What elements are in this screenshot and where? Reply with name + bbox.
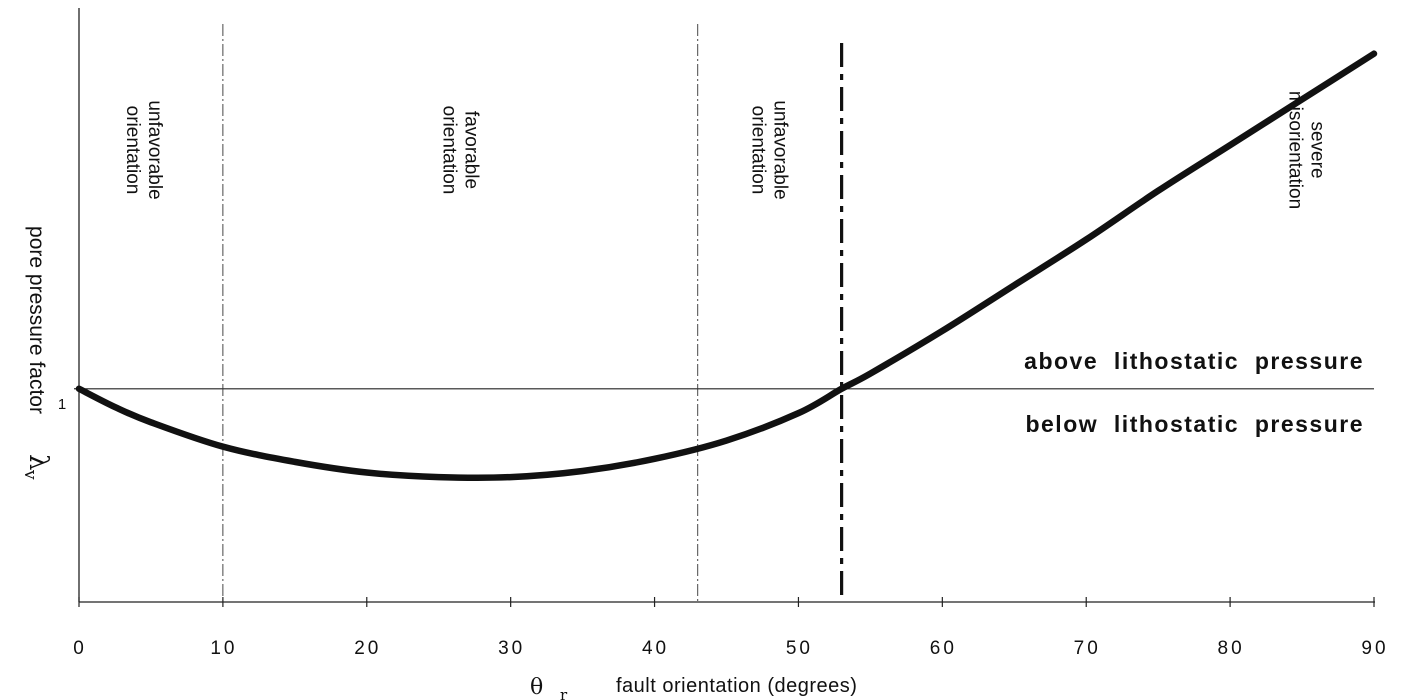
- x-tick-label-2: 20: [354, 638, 381, 659]
- x-tick-label-9: 90: [1361, 638, 1388, 659]
- x-axis-symbol-sub: r: [560, 686, 568, 700]
- x-tick-label-5: 50: [786, 638, 813, 659]
- x-tick-label-1: 10: [210, 638, 237, 659]
- region-label-3-line-1: misorientation: [1284, 91, 1305, 209]
- region-label-1-line-0: favorable: [460, 111, 481, 189]
- x-tick-label-6: 60: [930, 638, 957, 659]
- region-label-1-line-1: orientation: [438, 106, 459, 195]
- y-axis-symbol: λ: [23, 454, 53, 470]
- region-label-0-line-0: unfavorable: [144, 100, 165, 199]
- y-tick-label: 1: [58, 396, 66, 413]
- x-tick-label-7: 70: [1074, 638, 1101, 659]
- x-tick-label-0: 0: [73, 638, 87, 659]
- x-tick-label-3: 30: [498, 638, 525, 659]
- below-lithostatic-label: below lithostatic pressure: [1025, 411, 1364, 437]
- y-axis-symbol-sub: v: [20, 469, 40, 480]
- x-axis-symbol: θ: [530, 675, 543, 700]
- region-label-2-line-1: orientation: [748, 106, 769, 195]
- x-tick-label-8: 80: [1218, 638, 1245, 659]
- x-tick-label-4: 40: [642, 638, 669, 659]
- region-label-3-line-0: severe: [1306, 121, 1327, 178]
- x-axis-title: fault orientation (degrees): [616, 675, 857, 697]
- y-axis-title: pore pressure factor: [25, 226, 48, 414]
- region-label-0-line-1: orientation: [122, 106, 143, 195]
- region-label-2-line-0: unfavorable: [770, 100, 791, 199]
- pore-pressure-curve: [75, 50, 1378, 482]
- above-lithostatic-label: above lithostatic pressure: [1024, 348, 1364, 374]
